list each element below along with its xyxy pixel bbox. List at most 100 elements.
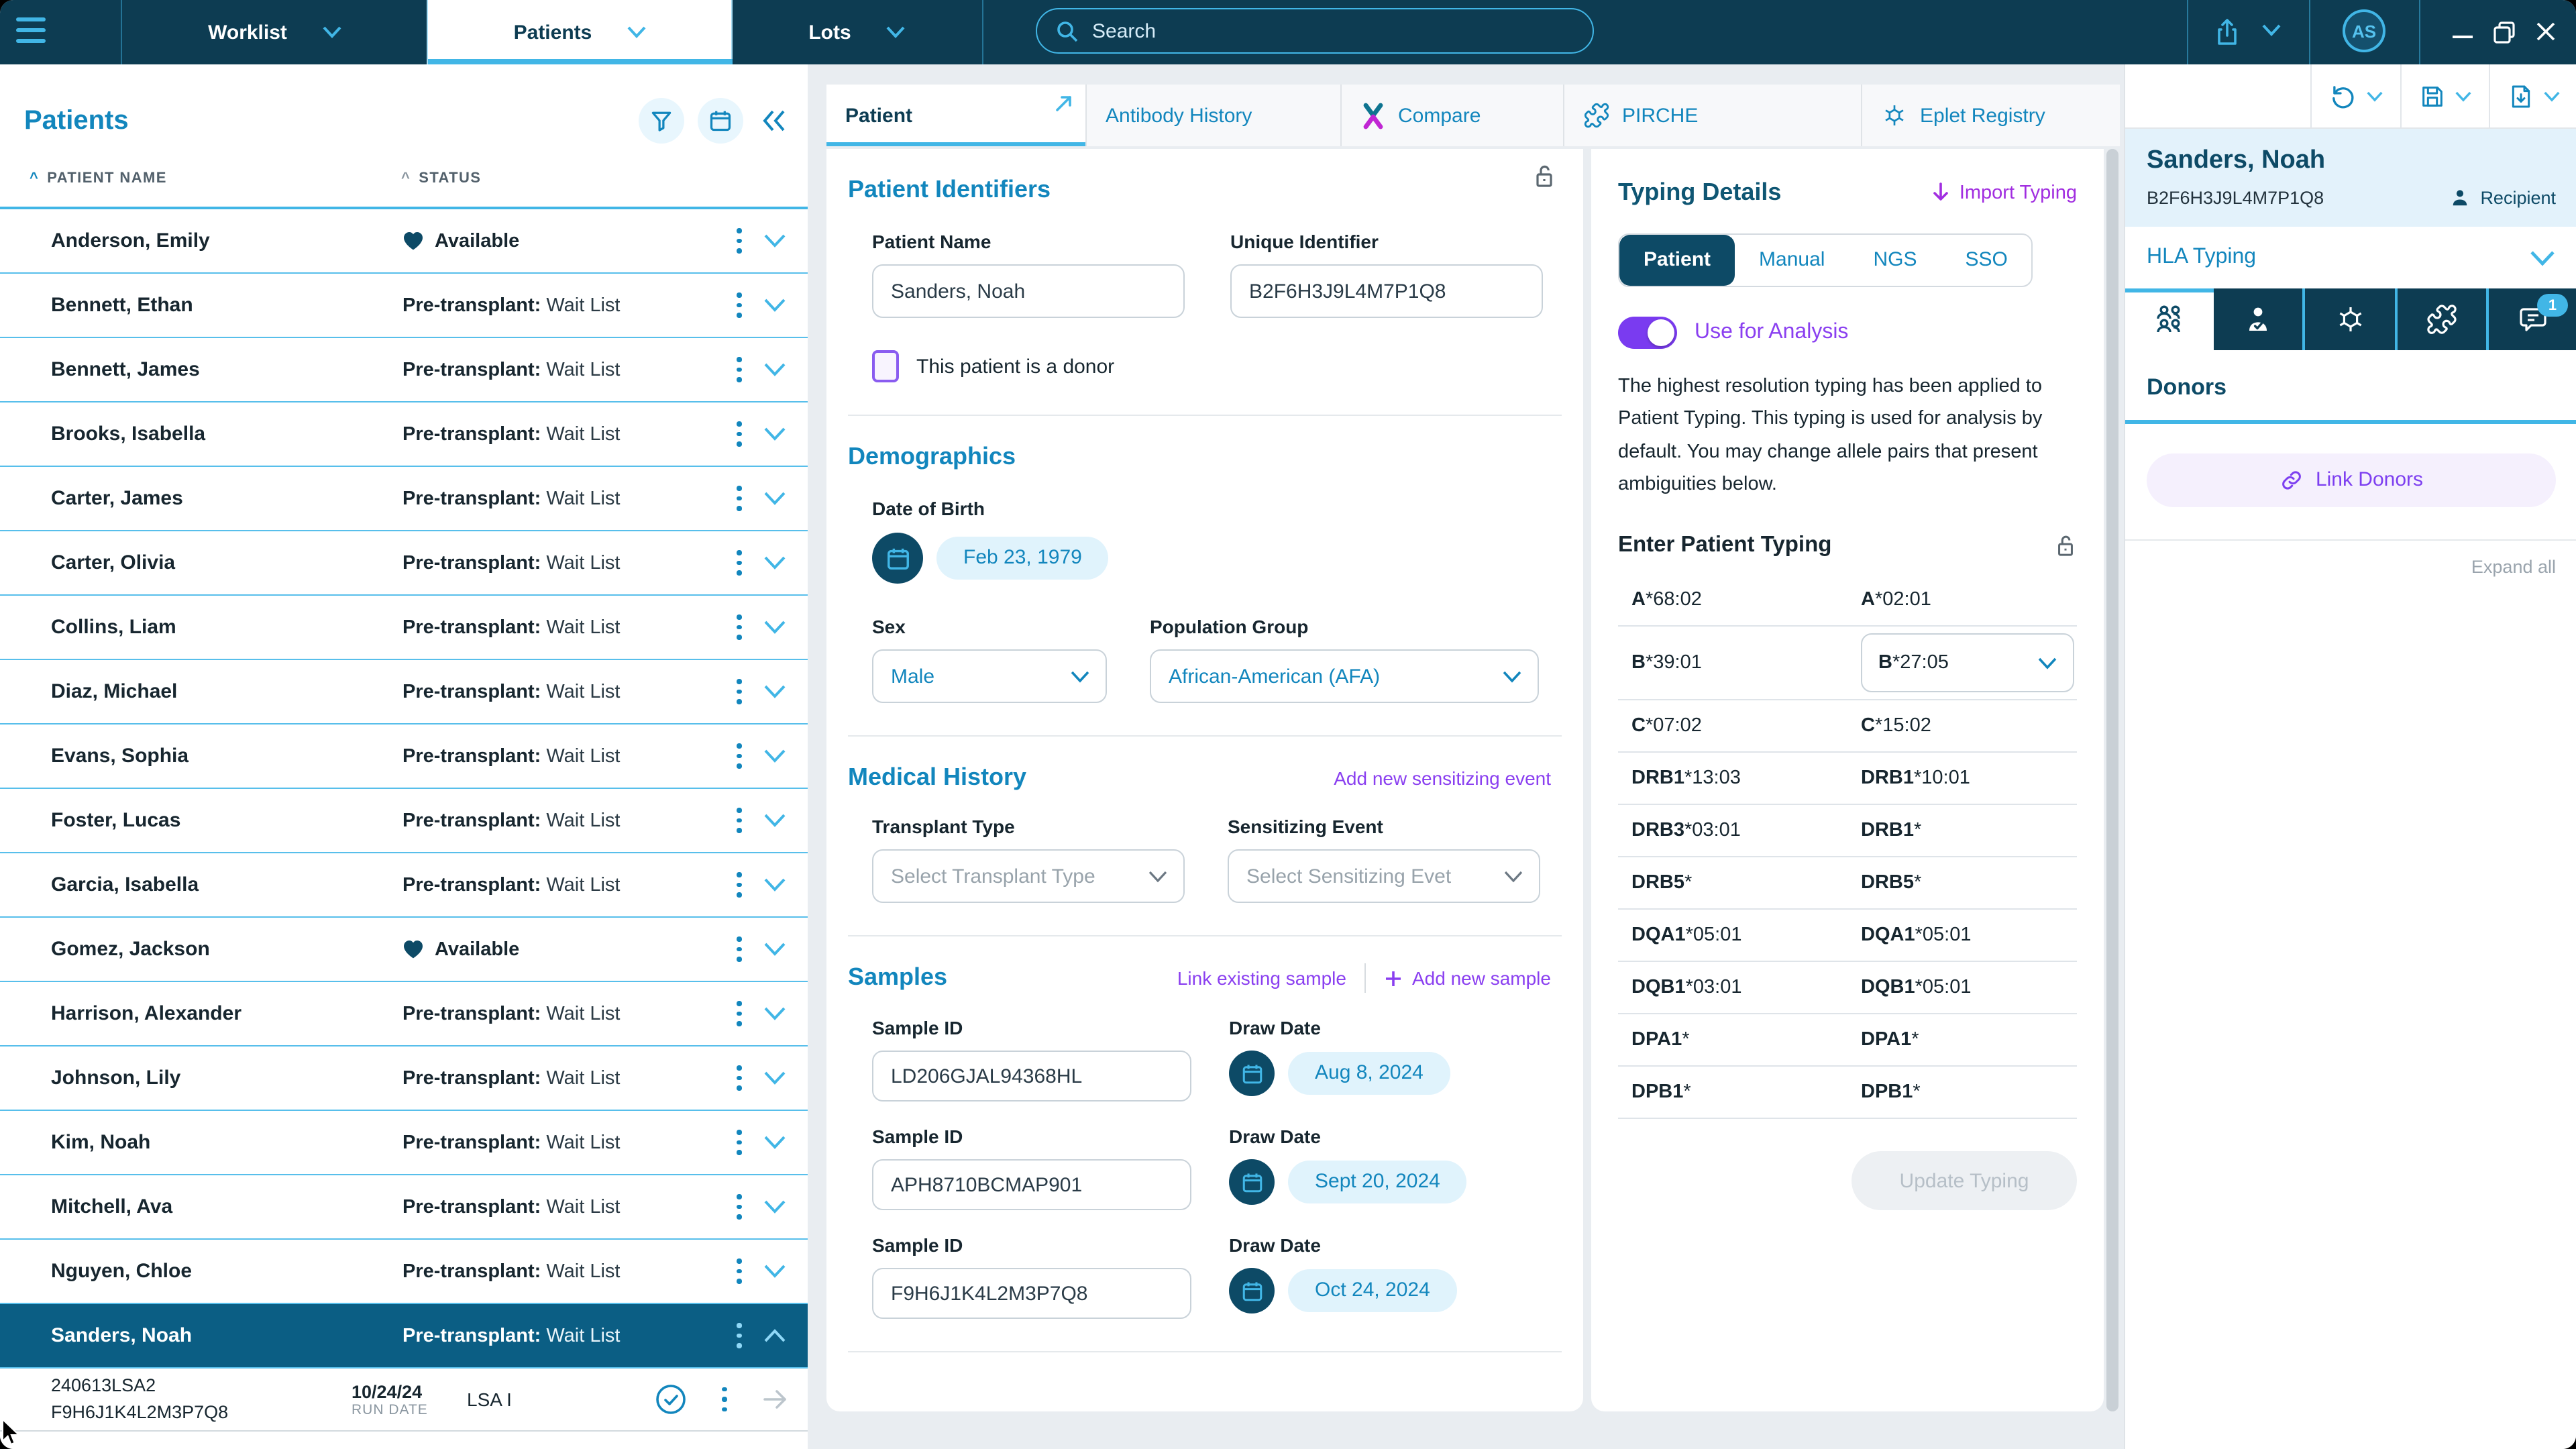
sensitizing-event-select[interactable]: Select Sensitizing Evet xyxy=(1228,849,1540,903)
tab-crossmatch[interactable] xyxy=(2214,288,2303,350)
patient-row[interactable]: Bennett, Ethan Pre-transplant: Wait List xyxy=(0,274,808,338)
chevron-down-icon[interactable] xyxy=(763,1071,786,1085)
kebab-menu-icon[interactable] xyxy=(720,808,758,833)
segment-manual[interactable]: Manual xyxy=(1759,248,1825,271)
use-for-analysis-toggle[interactable] xyxy=(1618,317,1677,349)
kebab-menu-icon[interactable] xyxy=(720,1194,758,1220)
patient-row[interactable]: Anderson, Emily Available xyxy=(0,209,808,274)
patient-row[interactable]: Nguyen, Chloe Pre-transplant: Wait List xyxy=(0,1240,808,1304)
patient-row[interactable]: Sanders, Noah Pre-transplant: Wait List xyxy=(0,1304,808,1368)
patient-row[interactable]: Carter, James Pre-transplant: Wait List xyxy=(0,467,808,531)
patient-row[interactable]: Carter, Olivia Pre-transplant: Wait List xyxy=(0,531,808,596)
donor-checkbox[interactable] xyxy=(872,350,899,382)
expand-all-link[interactable]: Expand all xyxy=(2471,556,2556,576)
open-sample-button[interactable] xyxy=(762,1389,789,1410)
chevron-down-icon[interactable] xyxy=(763,1328,786,1343)
patient-row[interactable]: Garcia, Isabella Pre-transplant: Wait Li… xyxy=(0,853,808,918)
nav-lots[interactable]: Lots xyxy=(731,0,983,64)
import-typing-link[interactable]: Import Typing xyxy=(1933,182,2077,203)
calendar-icon[interactable] xyxy=(1229,1159,1275,1205)
kebab-menu-icon[interactable] xyxy=(720,550,758,576)
chevron-down-icon[interactable] xyxy=(763,427,786,441)
hla-typing-section-toggle[interactable]: HLA Typing xyxy=(2125,227,2576,288)
close-button[interactable] xyxy=(2536,21,2556,42)
tab-donors[interactable] xyxy=(2125,288,2214,350)
draw-date-value[interactable]: Oct 24, 2024 xyxy=(1288,1269,1457,1312)
chevron-down-icon[interactable] xyxy=(763,1264,786,1279)
nav-worklist[interactable]: Worklist xyxy=(121,0,428,64)
kebab-menu-icon[interactable] xyxy=(720,936,758,962)
calendar-icon[interactable] xyxy=(1229,1051,1275,1096)
update-typing-button[interactable]: Update Typing xyxy=(1851,1151,2077,1211)
tab-patient[interactable]: Patient xyxy=(826,85,1087,146)
patient-row[interactable]: Mitchell, Ava Pre-transplant: Wait List xyxy=(0,1175,808,1240)
column-patient-name[interactable]: ^ PATIENT NAME xyxy=(30,170,401,186)
chevron-down-icon[interactable] xyxy=(763,362,786,377)
minimize-button[interactable] xyxy=(2453,35,2473,39)
kebab-menu-icon[interactable] xyxy=(720,1065,758,1091)
patient-row[interactable]: Harrison, Alexander Pre-transplant: Wait… xyxy=(0,982,808,1046)
kebab-menu-icon[interactable] xyxy=(720,1001,758,1026)
patient-row[interactable]: Brooks, Isabella Pre-transplant: Wait Li… xyxy=(0,402,808,467)
lock-open-icon[interactable] xyxy=(2054,533,2077,559)
patient-row[interactable]: Evans, Sophia Pre-transplant: Wait List xyxy=(0,724,808,789)
patient-row[interactable]: Gomez, Jackson Available xyxy=(0,918,808,982)
unique-identifier-input[interactable] xyxy=(1230,264,1543,318)
draw-date-value[interactable]: Sept 20, 2024 xyxy=(1288,1161,1467,1203)
tab-antibodies[interactable] xyxy=(2302,288,2395,350)
kebab-menu-icon[interactable] xyxy=(720,421,758,447)
avatar[interactable]: AS xyxy=(2343,9,2385,52)
export-report-button[interactable] xyxy=(2489,64,2576,127)
tab-compare[interactable]: Compare xyxy=(1342,85,1564,146)
chevron-down-icon[interactable] xyxy=(763,1006,786,1021)
undo-button[interactable] xyxy=(2310,64,2400,127)
allele-select[interactable]: B*27:05 xyxy=(1861,633,2074,693)
search-input[interactable]: Search xyxy=(1036,8,1594,54)
patient-row[interactable]: Bennett, James Pre-transplant: Wait List xyxy=(0,338,808,402)
sample-id-input[interactable] xyxy=(872,1051,1191,1102)
add-new-sample-link[interactable]: Add new sample xyxy=(1385,967,1551,989)
patient-name-input[interactable] xyxy=(872,264,1185,318)
segment-sso[interactable]: SSO xyxy=(1965,248,2008,271)
kebab-menu-icon[interactable] xyxy=(720,679,758,704)
kebab-menu-icon[interactable] xyxy=(720,1323,758,1348)
menu-icon[interactable] xyxy=(16,17,48,47)
kebab-menu-icon[interactable] xyxy=(720,228,758,254)
check-circle-button[interactable] xyxy=(655,1383,687,1415)
kebab-menu-icon[interactable] xyxy=(720,1258,758,1284)
collapse-panel-button[interactable] xyxy=(759,107,789,134)
transplant-type-select[interactable]: Select Transplant Type xyxy=(872,849,1185,903)
chevron-down-icon[interactable] xyxy=(763,555,786,570)
kebab-menu-icon[interactable] xyxy=(720,357,758,382)
chevron-down-icon[interactable] xyxy=(763,942,786,957)
patient-row[interactable]: Kim, Noah Pre-transplant: Wait List xyxy=(0,1111,808,1175)
sex-select[interactable]: Male xyxy=(872,649,1107,703)
chevron-down-icon[interactable] xyxy=(763,298,786,313)
share-menu-chevron[interactable] xyxy=(2262,24,2281,36)
link-donors-button[interactable]: Link Donors xyxy=(2147,453,2556,506)
dob-calendar-button[interactable] xyxy=(872,533,923,584)
sample-id-input[interactable] xyxy=(872,1159,1191,1210)
chevron-down-icon[interactable] xyxy=(763,813,786,828)
kebab-menu-icon[interactable] xyxy=(720,292,758,318)
save-button[interactable] xyxy=(2400,64,2489,127)
draw-date-value[interactable]: Aug 8, 2024 xyxy=(1288,1052,1450,1095)
calendar-filter-button[interactable] xyxy=(698,98,743,144)
kebab-menu-icon[interactable] xyxy=(720,872,758,898)
kebab-menu-icon[interactable] xyxy=(720,486,758,511)
tab-antibody-history[interactable]: Antibody History xyxy=(1087,85,1342,146)
tab-comments[interactable]: 1 xyxy=(2485,288,2576,350)
dob-value[interactable]: Feb 23, 1979 xyxy=(936,537,1109,580)
patient-row[interactable]: Foster, Lucas Pre-transplant: Wait List xyxy=(0,789,808,853)
chevron-down-icon[interactable] xyxy=(763,233,786,248)
nav-patients[interactable]: Patients xyxy=(427,0,733,64)
lock-open-icon[interactable] xyxy=(1532,162,1556,189)
kebab-menu-icon[interactable] xyxy=(720,614,758,640)
patient-row[interactable]: Johnson, Lily Pre-transplant: Wait List xyxy=(0,1046,808,1111)
kebab-menu-icon[interactable] xyxy=(706,1387,743,1412)
sample-id-input[interactable] xyxy=(872,1268,1191,1319)
segment-patient[interactable]: Patient xyxy=(1619,235,1735,286)
calendar-icon[interactable] xyxy=(1229,1268,1275,1313)
tab-pirche[interactable]: PIRCHE xyxy=(1564,85,1862,146)
share-button[interactable] xyxy=(2211,16,2243,48)
